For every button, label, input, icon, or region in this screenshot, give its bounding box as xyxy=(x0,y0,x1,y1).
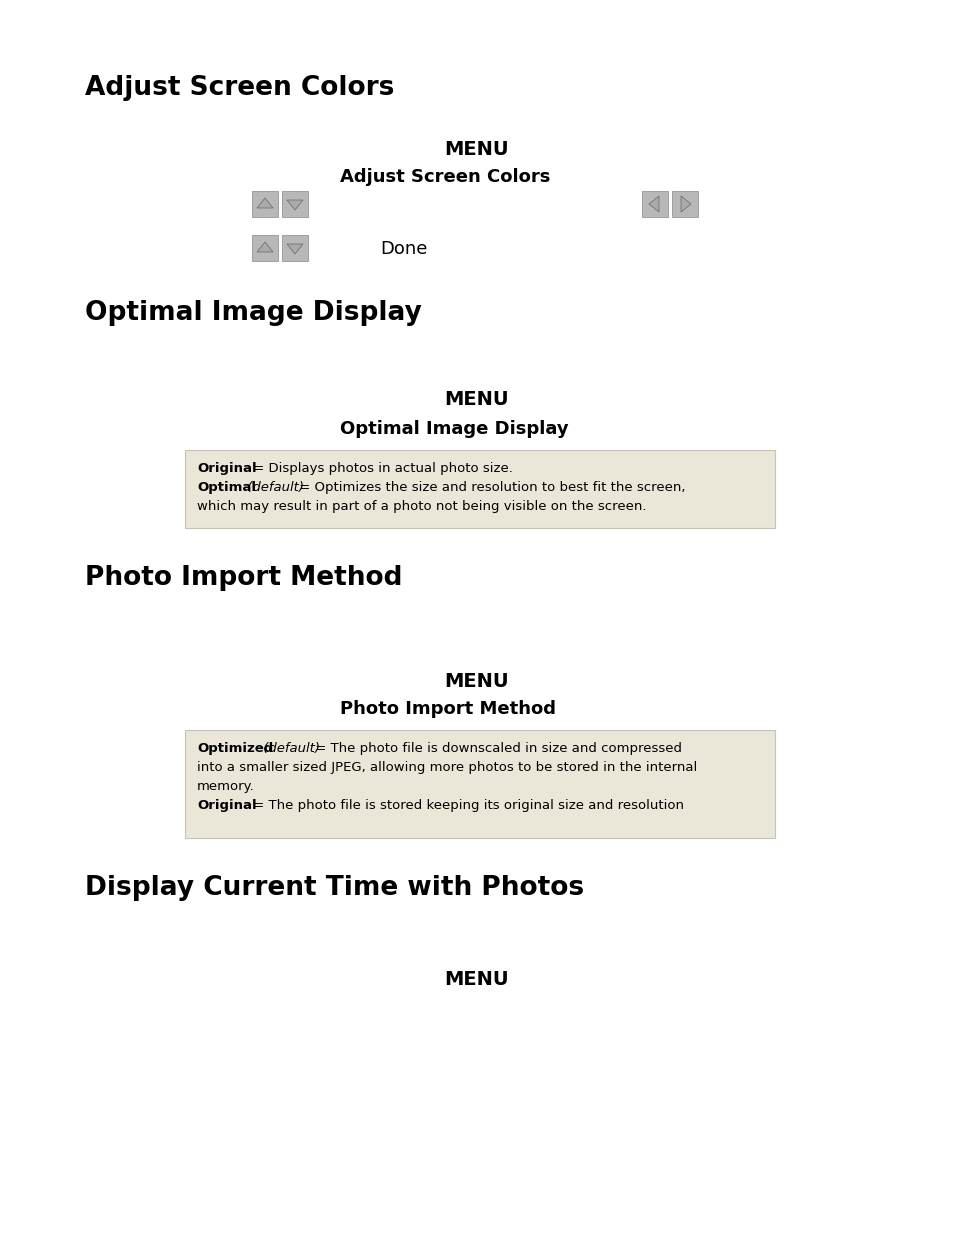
Bar xyxy=(641,191,667,217)
Polygon shape xyxy=(680,196,690,212)
Text: MENU: MENU xyxy=(444,390,509,409)
Bar xyxy=(252,235,277,261)
Text: Optimal: Optimal xyxy=(196,480,255,494)
Text: Display Current Time with Photos: Display Current Time with Photos xyxy=(85,876,583,902)
Text: Photo Import Method: Photo Import Method xyxy=(85,564,402,592)
Text: = The photo file is stored keeping its original size and resolution: = The photo file is stored keeping its o… xyxy=(249,799,683,811)
Text: Adjust Screen Colors: Adjust Screen Colors xyxy=(85,75,394,101)
Text: which may result in part of a photo not being visible on the screen.: which may result in part of a photo not … xyxy=(196,500,646,513)
Bar xyxy=(671,191,698,217)
Bar xyxy=(282,235,308,261)
Bar xyxy=(282,191,308,217)
Text: MENU: MENU xyxy=(444,140,509,159)
Text: Adjust Screen Colors: Adjust Screen Colors xyxy=(339,168,550,186)
Text: = The photo file is downscaled in size and compressed: = The photo file is downscaled in size a… xyxy=(311,742,681,755)
Text: memory.: memory. xyxy=(196,781,254,793)
Text: = Displays photos in actual photo size.: = Displays photos in actual photo size. xyxy=(249,462,513,475)
Polygon shape xyxy=(256,198,273,207)
Text: Original: Original xyxy=(196,799,256,811)
Text: Optimal Image Display: Optimal Image Display xyxy=(339,420,568,438)
Bar xyxy=(185,450,774,529)
Text: Done: Done xyxy=(379,240,427,258)
Bar xyxy=(252,191,277,217)
Text: Optimal Image Display: Optimal Image Display xyxy=(85,300,421,326)
Polygon shape xyxy=(648,196,659,212)
Text: MENU: MENU xyxy=(444,969,509,989)
Text: = Optimizes the size and resolution to best fit the screen,: = Optimizes the size and resolution to b… xyxy=(294,480,685,494)
Polygon shape xyxy=(287,200,303,210)
Text: MENU: MENU xyxy=(444,672,509,692)
Text: (default): (default) xyxy=(258,742,319,755)
Text: Photo Import Method: Photo Import Method xyxy=(339,700,556,718)
Polygon shape xyxy=(287,245,303,254)
Polygon shape xyxy=(256,242,273,252)
Text: (default): (default) xyxy=(243,480,304,494)
Text: Original: Original xyxy=(196,462,256,475)
Text: Optimized: Optimized xyxy=(196,742,273,755)
Bar xyxy=(185,730,774,839)
Text: into a smaller sized JPEG, allowing more photos to be stored in the internal: into a smaller sized JPEG, allowing more… xyxy=(196,761,697,774)
